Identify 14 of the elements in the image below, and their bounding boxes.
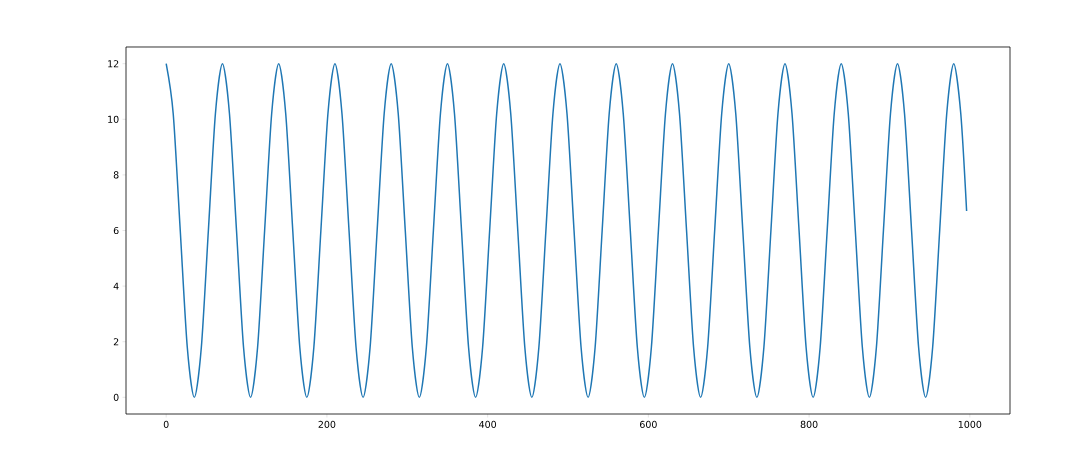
y-tick-label: 4 <box>113 282 119 290</box>
y-tick-label: 0 <box>113 393 119 401</box>
x-tick-label: 600 <box>640 420 657 429</box>
line-series <box>165 62 968 399</box>
y-tick-label: 6 <box>113 226 119 235</box>
y-tick-label: 10 <box>108 115 119 123</box>
x-tick-label: 800 <box>800 420 818 429</box>
y-tick-label: 12 <box>108 60 119 68</box>
x-tick-label: 400 <box>479 420 497 429</box>
y-tick-label: 8 <box>113 171 119 179</box>
x-tick-label: 0 <box>163 420 169 429</box>
y-tick-label: 2 <box>113 338 119 346</box>
x-tick-label: 1000 <box>958 420 982 429</box>
x-tick-label: 200 <box>318 420 336 429</box>
